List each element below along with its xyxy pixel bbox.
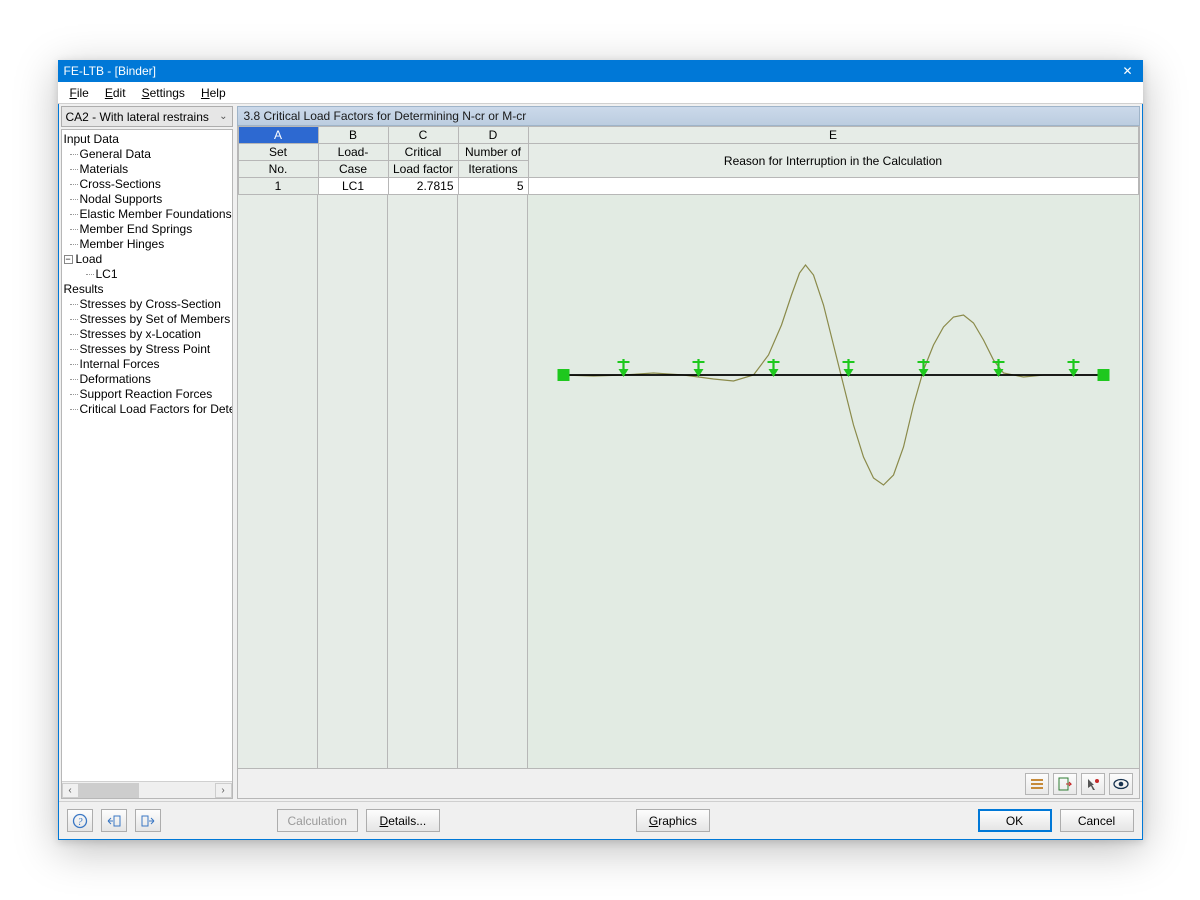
table-header-row1: Set Load- Critical Number of Reason for … xyxy=(238,144,1138,161)
menubar: File Edit Settings Help xyxy=(58,82,1143,104)
pick-icon xyxy=(1086,777,1100,791)
next-button[interactable] xyxy=(135,809,161,832)
tree-materials[interactable]: Materials xyxy=(64,162,230,177)
client-area: CA2 - With lateral restrains ⌄ Input Dat… xyxy=(58,104,1143,840)
calculation-button[interactable]: Calculation xyxy=(277,809,358,832)
grid-wrap: A B C D E Set Load- Critical Number of R… xyxy=(237,126,1140,769)
col-letter-C[interactable]: C xyxy=(388,127,458,144)
titlebar[interactable]: FE-LTB - [Binder] ✕ xyxy=(58,60,1143,82)
tree-critical-load-factors[interactable]: Critical Load Factors for Determining N-… xyxy=(64,402,230,417)
list-icon xyxy=(1030,777,1044,791)
tree-elastic-foundations[interactable]: Elastic Member Foundations xyxy=(64,207,230,222)
cell-iterations[interactable]: 5 xyxy=(458,178,528,195)
prev-icon xyxy=(106,814,122,828)
tree-member-hinges[interactable]: Member Hinges xyxy=(64,237,230,252)
cell-critical-load-factor[interactable]: 2.7815 xyxy=(388,178,458,195)
scroll-thumb[interactable] xyxy=(79,783,139,798)
results-table[interactable]: A B C D E Set Load- Critical Number of R… xyxy=(238,126,1139,195)
next-icon xyxy=(140,814,156,828)
section-header: 3.8 Critical Load Factors for Determinin… xyxy=(237,106,1140,126)
tree-stresses-set[interactable]: Stresses by Set of Members xyxy=(64,312,230,327)
col-letter-D[interactable]: D xyxy=(458,127,528,144)
chevron-down-icon: ⌄ xyxy=(219,111,227,122)
col-letter-E[interactable]: E xyxy=(528,127,1138,144)
menu-settings[interactable]: Settings xyxy=(136,84,191,102)
details-button[interactable]: Details... xyxy=(366,809,440,832)
tree-member-end-springs[interactable]: Member End Springs xyxy=(64,222,230,237)
app-window: FE-LTB - [Binder] ✕ File Edit Settings H… xyxy=(58,60,1143,840)
tree-cross-sections[interactable]: Cross-Sections xyxy=(64,177,230,192)
tree-hscrollbar[interactable]: ‹ › xyxy=(62,781,232,798)
bottom-bar: ? Calculation Details... Graphics OK Can… xyxy=(59,801,1142,839)
help-button[interactable]: ? xyxy=(67,809,93,832)
grid-toolbar xyxy=(237,769,1140,799)
toolbar-button-4[interactable] xyxy=(1109,773,1133,795)
table-column-letters: A B C D E xyxy=(238,127,1138,144)
section-title: 3.8 Critical Load Factors for Determinin… xyxy=(244,109,527,123)
cell-set-no[interactable]: 1 xyxy=(238,178,318,195)
workarea: CA2 - With lateral restrains ⌄ Input Dat… xyxy=(59,104,1142,801)
cell-load-case[interactable]: LC1 xyxy=(318,178,388,195)
tree-stresses-x[interactable]: Stresses by x-Location xyxy=(64,327,230,342)
toolbar-button-2[interactable] xyxy=(1053,773,1077,795)
scroll-track[interactable] xyxy=(79,783,215,798)
navigation-tree[interactable]: Input Data General Data Materials Cross-… xyxy=(61,129,233,799)
tree-lc1[interactable]: LC1 xyxy=(64,267,230,282)
eye-icon xyxy=(1113,778,1129,790)
menu-file[interactable]: File xyxy=(64,84,95,102)
menu-help[interactable]: Help xyxy=(195,84,232,102)
col-header-reason: Reason for Interruption in the Calculati… xyxy=(528,144,1138,178)
svg-text:?: ? xyxy=(77,817,82,828)
minus-icon[interactable]: − xyxy=(64,255,73,264)
case-select[interactable]: CA2 - With lateral restrains ⌄ xyxy=(61,106,233,127)
case-select-value: CA2 - With lateral restrains xyxy=(66,110,209,124)
tree-support-reactions[interactable]: Support Reaction Forces xyxy=(64,387,230,402)
tree-stresses-cs[interactable]: Stresses by Cross-Section xyxy=(64,297,230,312)
help-icon: ? xyxy=(72,813,88,829)
scroll-right-icon[interactable]: › xyxy=(215,783,232,798)
grid-body xyxy=(238,195,1139,768)
tree-internal-forces[interactable]: Internal Forces xyxy=(64,357,230,372)
graphics-button[interactable]: Graphics xyxy=(636,809,710,832)
grid-left-gutter xyxy=(238,195,528,768)
close-icon[interactable]: ✕ xyxy=(1119,64,1137,78)
window-title: FE-LTB - [Binder] xyxy=(64,64,156,78)
col-letter-B[interactable]: B xyxy=(318,127,388,144)
tree-load[interactable]: −Load xyxy=(64,252,230,267)
cancel-button[interactable]: Cancel xyxy=(1060,809,1134,832)
tree-nodal-supports[interactable]: Nodal Supports xyxy=(64,192,230,207)
mode-shape-chart[interactable] xyxy=(528,195,1139,768)
col-letter-A[interactable]: A xyxy=(238,127,318,144)
sidebar: CA2 - With lateral restrains ⌄ Input Dat… xyxy=(61,106,233,799)
export-icon xyxy=(1058,777,1072,791)
toolbar-button-1[interactable] xyxy=(1025,773,1049,795)
cell-reason[interactable] xyxy=(528,178,1138,195)
tree-general-data[interactable]: General Data xyxy=(64,147,230,162)
table-row[interactable]: 1 LC1 2.7815 5 xyxy=(238,178,1138,195)
prev-button[interactable] xyxy=(101,809,127,832)
main-panel: 3.8 Critical Load Factors for Determinin… xyxy=(237,106,1140,799)
tree-results[interactable]: Results xyxy=(64,282,230,297)
tree-input-data[interactable]: Input Data xyxy=(64,132,230,147)
ok-button[interactable]: OK xyxy=(978,809,1052,832)
menu-edit[interactable]: Edit xyxy=(99,84,132,102)
toolbar-button-3[interactable] xyxy=(1081,773,1105,795)
tree-deformations[interactable]: Deformations xyxy=(64,372,230,387)
tree-stresses-sp[interactable]: Stresses by Stress Point xyxy=(64,342,230,357)
scroll-left-icon[interactable]: ‹ xyxy=(62,783,79,798)
